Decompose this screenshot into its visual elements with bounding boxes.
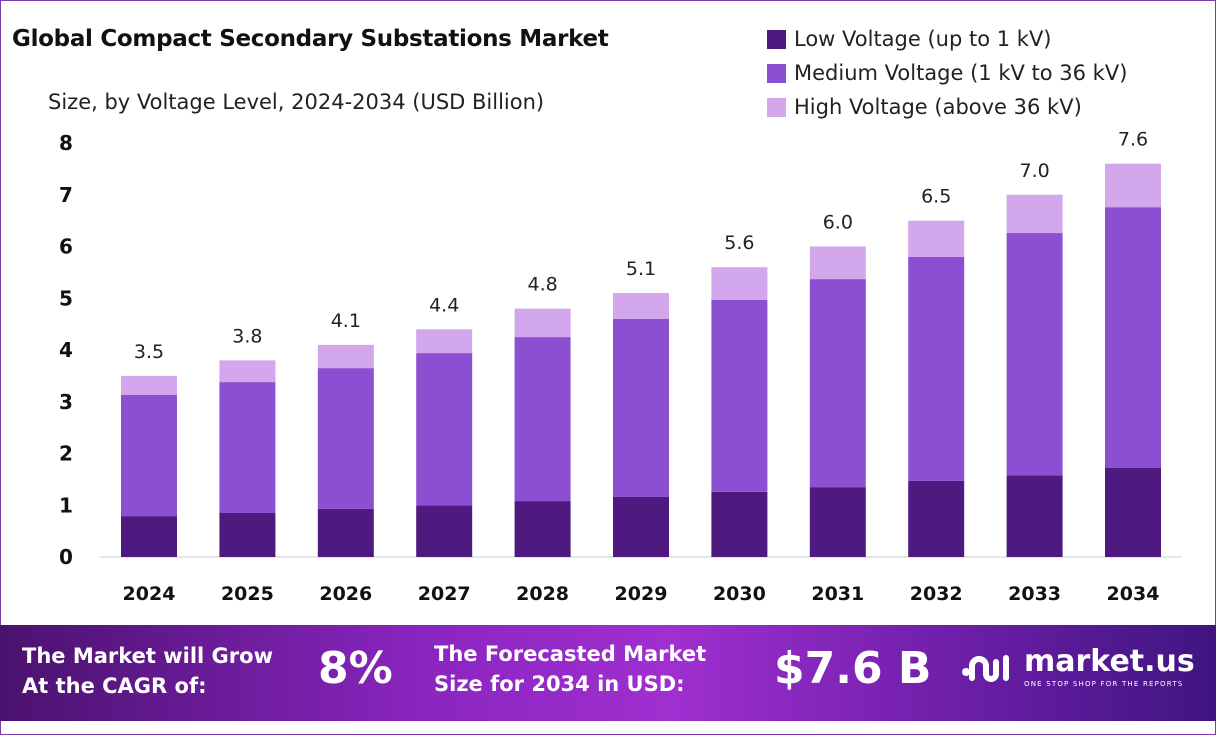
y-tick-label: 4: [59, 338, 73, 362]
legend-item-low: Low Voltage (up to 1 kV): [767, 22, 1127, 56]
y-tick-label: 5: [59, 286, 73, 310]
bar-segment-low: [908, 480, 965, 557]
bar-segment-medium: [416, 353, 473, 506]
x-tick-label: 2030: [713, 583, 766, 605]
data-label: 4.8: [527, 274, 557, 296]
data-label: 4.4: [429, 294, 459, 316]
bar-segment-high: [1006, 194, 1063, 234]
bar-segment-low: [514, 501, 571, 557]
data-label: 5.1: [626, 258, 656, 280]
y-tick-label: 3: [59, 390, 73, 414]
bar-segment-low: [1105, 467, 1161, 557]
data-label: 6.0: [823, 212, 853, 234]
data-label: 3.8: [232, 325, 262, 347]
chart-title: Global Compact Secondary Substations Mar…: [12, 26, 609, 52]
bar-segment-low: [809, 487, 866, 557]
bar-segment-high: [514, 308, 571, 338]
legend-item-high: High Voltage (above 36 kV): [767, 90, 1127, 124]
y-tick-label: 8: [59, 131, 73, 155]
x-tick-label: 2033: [1008, 583, 1061, 605]
y-tick-label: 2: [59, 442, 73, 466]
bar-segment-medium: [613, 318, 669, 497]
x-tick-label: 2026: [319, 583, 372, 605]
bar-segment-medium: [121, 395, 177, 517]
x-tick-label: 2024: [123, 583, 176, 605]
bar-segment-medium: [514, 337, 571, 502]
bar-segment-medium: [1105, 207, 1161, 468]
forecast-label: The Forecasted Market Size for 2034 in U…: [434, 642, 707, 696]
bar-segment-high: [121, 375, 177, 396]
y-tick-label: 7: [59, 183, 73, 207]
x-tick-label: 2034: [1107, 583, 1160, 605]
bar-segment-high: [908, 220, 965, 257]
data-label: 3.5: [134, 341, 164, 363]
bar-segment-low: [219, 513, 276, 557]
bar-segment-high: [809, 246, 866, 280]
bar-segment-high: [219, 360, 276, 383]
chart-subtitle: Size, by Voltage Level, 2024-2034 (USD B…: [48, 90, 545, 114]
x-tick-label: 2031: [811, 583, 864, 605]
bar-segment-low: [121, 516, 177, 557]
bar-chart: 0 1 2 3 4 5 6 7 8 3.5 2024 3.8 2025 4.1 2026 4.4 2027 4.8…: [59, 129, 1182, 605]
data-label: 7.0: [1019, 160, 1049, 182]
bar-segment-medium: [908, 256, 965, 481]
y-tick-label: 0: [59, 545, 73, 569]
data-label: 5.6: [724, 232, 754, 254]
bar-segment-medium: [711, 299, 768, 492]
legend-swatch: [767, 29, 786, 49]
data-label: 6.5: [921, 186, 951, 208]
market-us-logo: market.us ONE STOP SHOP FOR THE REPORTS: [960, 647, 1195, 688]
y-tick-label: 1: [59, 493, 73, 517]
bar-segment-low: [711, 491, 768, 557]
bar-segment-high: [711, 267, 768, 300]
bar-segment-high: [1105, 163, 1161, 208]
data-label: 4.1: [331, 310, 361, 332]
cagr-value: 8%: [318, 643, 393, 694]
bar-segment-low: [1006, 475, 1063, 557]
y-tick-label: 6: [59, 235, 73, 259]
bar-segment-high: [613, 293, 669, 319]
footer-banner: The Market will Grow At the CAGR of: 8% …: [0, 625, 1216, 721]
cagr-label: The Market will Grow At the CAGR of:: [22, 644, 273, 698]
bar-segment-medium: [1006, 233, 1063, 476]
logo-icon: [962, 654, 1009, 682]
x-tick-label: 2028: [516, 583, 569, 605]
bar-segment-medium: [317, 368, 374, 509]
bar-segment-low: [613, 496, 669, 557]
bar-segment-low: [317, 508, 374, 557]
x-tick-label: 2029: [615, 583, 668, 605]
bar-segment-medium: [809, 279, 866, 488]
legend-item-medium: Medium Voltage (1 kV to 36 kV): [767, 56, 1127, 90]
bar-segment-high: [416, 329, 473, 354]
bar-segment-medium: [219, 382, 276, 514]
x-tick-label: 2027: [418, 583, 471, 605]
bar-segment-high: [317, 344, 374, 369]
legend: Low Voltage (up to 1 kV) Medium Voltage …: [767, 22, 1127, 124]
forecast-value: $7.6 B: [774, 643, 932, 694]
data-label: 7.6: [1118, 129, 1148, 151]
bar-segment-low: [416, 505, 473, 557]
x-tick-label: 2032: [910, 583, 963, 605]
legend-swatch: [767, 63, 786, 83]
legend-swatch: [767, 97, 786, 117]
x-tick-label: 2025: [221, 583, 274, 605]
